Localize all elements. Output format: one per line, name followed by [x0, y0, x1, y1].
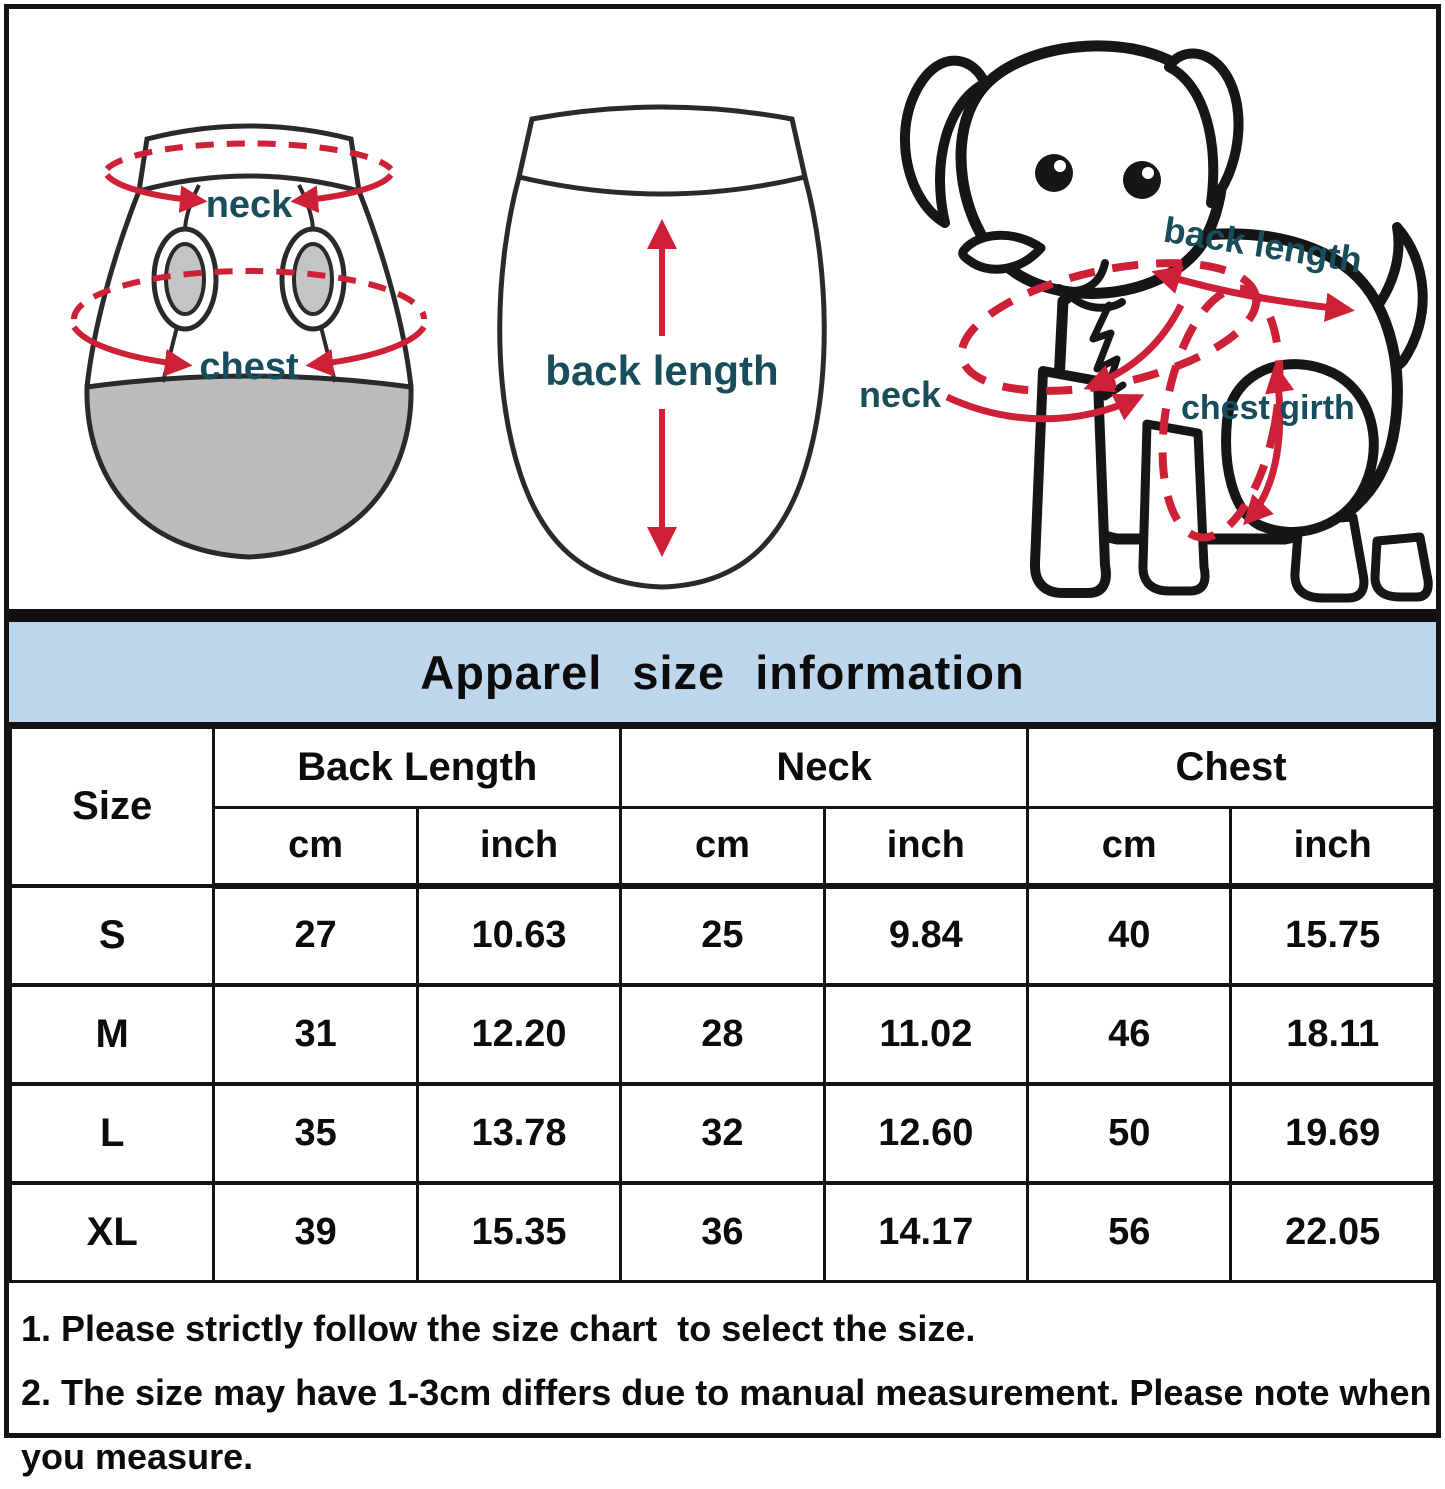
table-row-l: L 35 13.78 32 12.60 50 19.69	[8, 1081, 1436, 1184]
size-chart-sheet: neck chest back length	[4, 4, 1441, 1477]
value-cell: 9.84	[822, 883, 1030, 986]
table-row-s: S 27 10.63 25 9.84 40 15.75	[8, 883, 1436, 986]
value-cell: 25	[619, 883, 826, 986]
value-cell: 28	[619, 982, 826, 1085]
value-cell: 15.35	[415, 1180, 623, 1283]
chest-group-header: Chest	[1026, 726, 1436, 809]
size-column-header: Size	[8, 726, 216, 887]
value-cell: 19.69	[1229, 1081, 1436, 1184]
value-cell: 12.60	[822, 1081, 1030, 1184]
size-cell: S	[8, 883, 216, 986]
unit-header: inch	[1229, 806, 1436, 889]
unit-header: inch	[822, 806, 1030, 889]
value-cell: 14.17	[822, 1180, 1030, 1283]
table-title: Apparel size information	[420, 645, 1025, 699]
value-cell: 15.75	[1229, 883, 1436, 986]
value-cell: 40	[1026, 883, 1233, 986]
size-table: Size Back Length Neck Chest cm inch cm i…	[8, 726, 1436, 1283]
value-cell: 36	[619, 1180, 826, 1283]
value-cell: 13.78	[415, 1081, 623, 1184]
value-cell: 50	[1026, 1081, 1233, 1184]
back-length-group-header: Back Length	[212, 726, 623, 809]
unit-header: cm	[1026, 806, 1233, 889]
unit-header: cm	[619, 806, 826, 889]
size-cell: L	[8, 1081, 216, 1184]
dog-eye-right	[1123, 161, 1161, 199]
value-cell: 56	[1026, 1180, 1233, 1283]
value-cell: 31	[212, 982, 419, 1085]
divider-bar	[9, 609, 1436, 622]
value-cell: 32	[619, 1081, 826, 1184]
value-cell: 35	[212, 1081, 419, 1184]
value-cell: 46	[1026, 982, 1233, 1085]
value-cell: 22.05	[1229, 1180, 1436, 1283]
table-header-group-row: Size Back Length Neck Chest	[8, 726, 1436, 887]
dog-nose	[958, 230, 1046, 274]
table-title-band: Apparel size information	[9, 622, 1436, 726]
size-cell: M	[8, 982, 216, 1085]
notes-section: 1. Please strictly follow the size chart…	[9, 1283, 1436, 1477]
neck-group-header: Neck	[619, 726, 1030, 809]
unit-header: cm	[212, 806, 419, 889]
back-length-label: back length	[545, 347, 778, 394]
note-line-2: 2. The size may have 1-3cm differs due t…	[21, 1372, 1442, 1477]
front-chest-label: chest	[199, 346, 299, 388]
table-units-row: cm inch cm inch cm inch	[11, 806, 1436, 889]
dog-right-ear	[1164, 48, 1244, 208]
hem-shape	[84, 373, 414, 560]
garment-front-diagram: neck chest	[71, 123, 427, 560]
value-cell: 10.63	[415, 883, 623, 986]
value-cell: 12.20	[415, 982, 623, 1085]
note-line-1: 1. Please strictly follow the size chart…	[21, 1308, 976, 1349]
garment-back-diagram: back length	[497, 104, 827, 590]
value-cell: 11.02	[822, 982, 1030, 1085]
dog-diagram: back length neck chest girth	[859, 40, 1433, 603]
dog-head	[955, 40, 1229, 299]
value-cell: 39	[212, 1180, 419, 1283]
table-row-m: M 31 12.20 28 11.02 46 18.11	[8, 982, 1436, 1085]
front-neck-label: neck	[206, 184, 293, 226]
size-cell: XL	[8, 1180, 216, 1283]
unit-header: inch	[415, 806, 623, 889]
neck-dashed-arc	[104, 140, 394, 172]
dog-neck-label: neck	[859, 374, 942, 415]
measurement-diagrams: neck chest back length	[9, 9, 1436, 609]
value-cell: 18.11	[1229, 982, 1436, 1085]
dog-left-ear	[900, 55, 990, 228]
back-garment-outline	[497, 104, 827, 590]
dog-eye-left	[1035, 154, 1073, 192]
value-cell: 27	[212, 883, 419, 986]
chest-dashed-arc	[71, 268, 427, 320]
dog-chest-girth-label: chest girth	[1181, 389, 1355, 427]
table-row-xl: XL 39 15.35 36 14.17 56 22.05	[8, 1180, 1436, 1283]
